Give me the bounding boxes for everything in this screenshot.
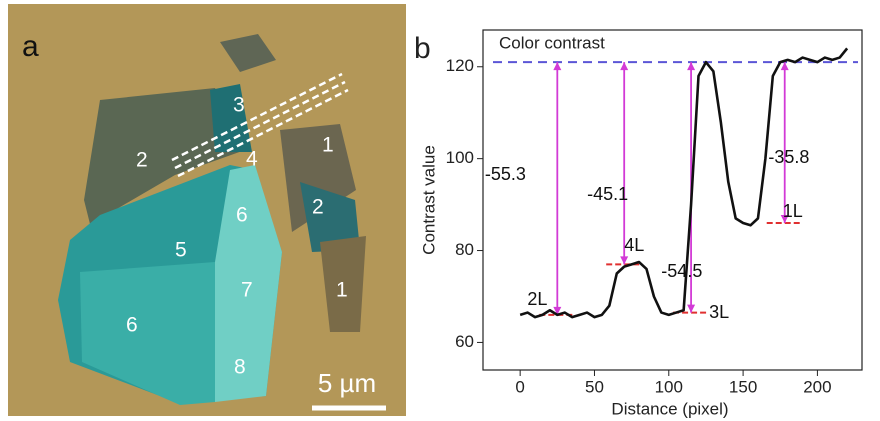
arrow-head [781,62,789,70]
layer-label: 6 [126,314,138,337]
contrast-label: -35.8 [768,147,809,167]
layer-label: 6 [236,204,248,227]
arrow-head [687,305,695,313]
layer-label: 2L [527,289,547,309]
x-axis-label: Distance (pixel) [611,399,728,418]
layer-label: 5 [175,239,187,262]
x-tick-label: 150 [729,377,757,396]
x-tick-label: 100 [655,377,683,396]
x-tick-label: 50 [585,377,604,396]
y-tick-label: 60 [455,332,474,351]
contrast-label: -55.3 [485,164,526,184]
layer-label: 4 [246,148,258,171]
y-tick-label: 80 [455,240,474,259]
arrow-head [553,62,561,70]
layer-label: 2 [136,149,148,172]
y-tick-label: 120 [446,56,474,75]
layer-label: 1 [322,134,334,157]
x-tick-label: 200 [803,377,831,396]
layer-label: 4L [624,235,644,255]
micrograph: 5 µm a 3 2 4 1 6 2 5 7 1 6 8 [8,4,406,416]
layer-label: 7 [241,279,253,302]
layer-label: 8 [234,356,246,379]
x-tick-label: 0 [515,377,524,396]
contrast-label: -54.5 [661,261,702,281]
contrast-label: -45.1 [587,184,628,204]
chart-title: Color contrast [499,33,605,52]
panel-label: b [414,32,431,65]
arrow-head [687,62,695,70]
y-tick-label: 100 [446,148,474,167]
layer-label: 3L [709,302,729,322]
layer-label: 2 [312,196,324,219]
scale-bar-label: 5 µm [318,368,376,398]
layer-label: 3 [233,94,245,117]
y-axis-label: Contrast value [419,145,438,255]
arrow-head [620,256,628,264]
layer-label: 1L [783,201,803,221]
layer-label: 1 [336,279,348,302]
arrow-head [620,62,628,70]
panel-label: a [22,30,39,63]
plot-frame [483,30,862,370]
